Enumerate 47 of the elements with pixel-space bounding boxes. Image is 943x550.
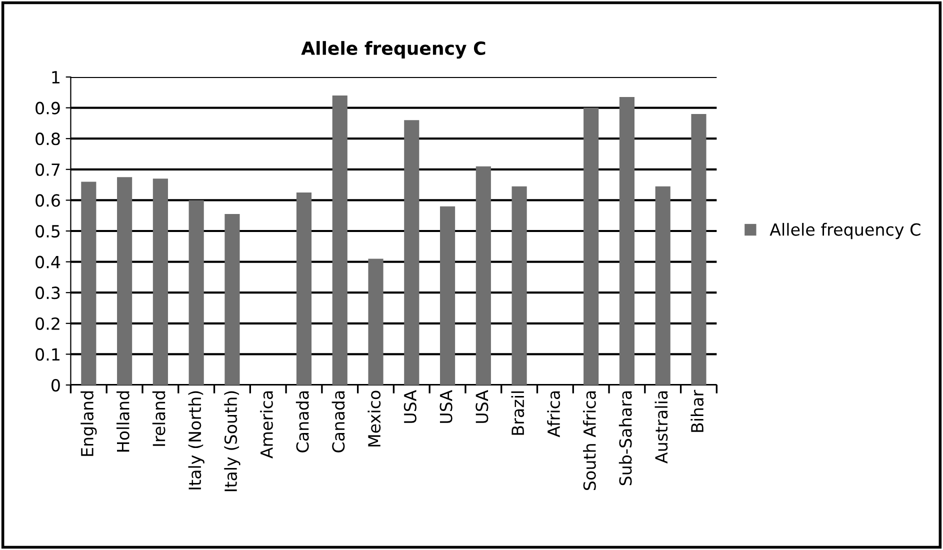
bar: [404, 120, 420, 385]
bar: [476, 166, 491, 385]
y-tick-label: 0.9: [36, 102, 60, 114]
bar: [619, 97, 634, 385]
x-tick-label: Italy (North): [188, 391, 204, 490]
bar: [691, 114, 706, 385]
x-tick-label: England: [80, 391, 97, 456]
legend-label: Allele frequency C: [770, 222, 920, 240]
y-tick-label: 0.2: [36, 317, 60, 330]
bar: [512, 186, 527, 385]
x-tick-label: Italy (South): [224, 391, 240, 492]
x-tick-label: USA: [440, 390, 452, 423]
x-tick-label: Holland: [116, 391, 130, 452]
y-tick-label: 0.3: [36, 286, 60, 300]
x-tick-label: South Africa: [583, 391, 596, 490]
x-tick-label: USA: [404, 390, 416, 423]
x-tick-label: Canada: [296, 391, 309, 452]
bar: [296, 192, 312, 385]
y-tick-label: 0.8: [36, 132, 60, 146]
chart-title: Allele frequency C: [301, 41, 486, 59]
y-tick-label: 1: [52, 71, 60, 84]
bar: [655, 186, 670, 385]
x-tick-label: Mexico: [368, 390, 381, 446]
y-tick-label: 0.6: [36, 194, 60, 207]
bar: [152, 178, 168, 385]
x-tick-label: Canada: [332, 391, 345, 452]
x-tick-label: Brazil: [511, 391, 524, 435]
x-tick-label: Australia: [654, 391, 668, 464]
x-tick-label: America: [260, 391, 273, 458]
y-tick-label: 0.5: [36, 224, 60, 238]
x-tick-label: Bihar: [690, 390, 704, 432]
y-tick-label: 0.1: [36, 348, 60, 361]
x-tick-label: Ireland: [152, 391, 166, 446]
y-tick-label: 0: [52, 378, 60, 392]
bar: [332, 95, 348, 385]
bar: [584, 108, 599, 385]
y-tick-label: 0.4: [36, 256, 60, 268]
y-tick-label: 0.7: [36, 163, 60, 176]
x-tick-label: Africa: [547, 391, 560, 438]
x-tick-label: USA: [476, 390, 488, 423]
bar: [224, 214, 240, 385]
x-tick-label: Sub-Sahara: [618, 391, 632, 486]
bar: [188, 200, 204, 385]
bar: [440, 206, 456, 385]
bar: [117, 177, 132, 385]
bar: [81, 182, 96, 385]
bar: [368, 258, 384, 385]
